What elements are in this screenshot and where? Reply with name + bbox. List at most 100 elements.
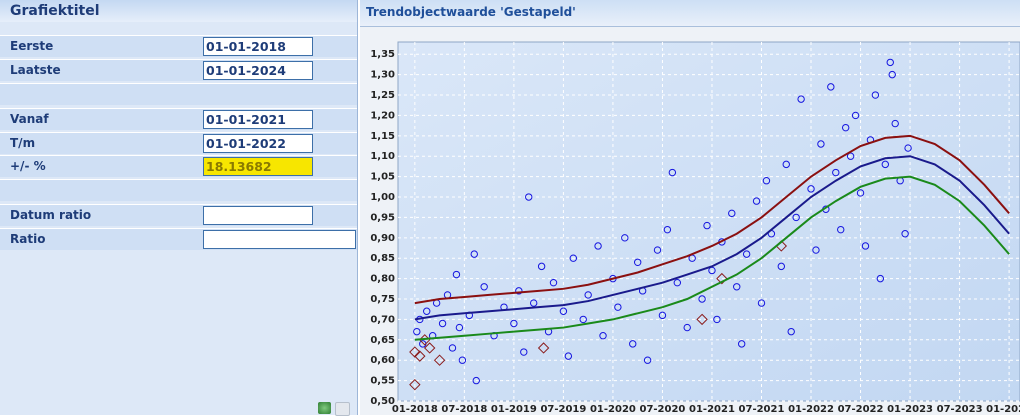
field-label: Vanaf	[10, 112, 49, 126]
y-tick-label: 1,25	[370, 90, 395, 101]
scatter-point	[559, 307, 568, 315]
scatter-point	[569, 254, 578, 262]
y-tick-label: 0,90	[370, 233, 395, 244]
scatter-point	[564, 352, 573, 360]
scatter-point	[777, 262, 786, 271]
scatter-point	[520, 348, 528, 356]
ratio-input[interactable]	[203, 230, 356, 249]
percent-input[interactable]: 18.13682	[203, 157, 313, 176]
diamond-point	[409, 378, 421, 391]
scatter-point	[713, 315, 721, 324]
scatter-point	[455, 323, 464, 332]
chart: 0,50 0,55 0,60 0,65 0,70 0,75 0,80 0,85 0,90 0,95…	[370, 41, 1020, 415]
diamond-point	[414, 350, 426, 362]
chart-panel: Trendobjectwaarde 'Gestapeld' 0,50 0,55 0,…	[360, 0, 1020, 415]
date-input[interactable]: 01-01-2021	[203, 110, 313, 129]
x-tick-label: 01-2021	[689, 404, 735, 415]
scatter-point	[423, 307, 431, 315]
scatter-point	[888, 70, 896, 79]
form-row: Laatste 01-01-2024	[0, 59, 357, 81]
form-row: Eerste 01-01-2018	[0, 35, 357, 57]
scatter-point	[525, 193, 533, 201]
scatter-point	[827, 83, 835, 91]
form-row: Datum ratio	[0, 204, 357, 226]
x-tick-label: 07-2019	[540, 404, 586, 415]
scatter-point	[413, 327, 421, 336]
scatter-point	[480, 283, 488, 291]
add-icon[interactable]	[318, 402, 331, 414]
scatter-point	[515, 287, 523, 295]
date-input[interactable]	[203, 206, 313, 225]
field-label: Datum ratio	[10, 208, 92, 222]
y-tick-label: 0,60	[370, 355, 395, 366]
x-tick-label: 01-2018	[392, 404, 438, 415]
x-tick-label: 07-2022	[838, 404, 884, 415]
y-tick-label: 0,80	[370, 274, 395, 285]
field-label: T/m	[10, 136, 36, 150]
scatter-point	[841, 123, 850, 132]
y-tick-label: 1,10	[370, 151, 395, 162]
y-tick-label: 1,15	[370, 131, 395, 142]
scatter-point	[762, 177, 771, 185]
y-tick-label: 0,70	[370, 314, 395, 325]
form-row: Ratio	[0, 228, 357, 250]
scatter-point	[549, 278, 558, 287]
y-tick-label: 0,75	[370, 294, 395, 305]
scatter-point	[629, 340, 637, 348]
scatter-point	[782, 160, 790, 169]
scatter-point	[448, 344, 457, 352]
scatter-point	[871, 91, 880, 99]
scatter-point	[904, 144, 912, 152]
form-title: Grafiektitel	[0, 0, 357, 22]
y-tick-label: 1,00	[370, 192, 395, 203]
diamond-point	[716, 272, 728, 285]
scatter-point	[668, 168, 677, 177]
scatter-point	[737, 340, 746, 348]
scatter-point	[876, 274, 885, 283]
trend-line	[414, 134, 1010, 305]
scatter-point	[856, 189, 865, 197]
scatter-point	[881, 160, 889, 169]
scatter-point	[452, 270, 461, 279]
scatter-point	[529, 299, 538, 307]
scatter-point	[579, 315, 587, 324]
y-tick-label: 1,05	[370, 172, 395, 183]
diamond-point	[409, 346, 421, 358]
scatter-point	[812, 246, 820, 254]
chart-title: Trendobjectwaarde 'Gestapeld'	[360, 0, 1020, 27]
date-input[interactable]: 01-01-2018	[203, 37, 313, 56]
date-input[interactable]: 01-01-2024	[203, 61, 313, 80]
field-label: +/- %	[10, 159, 46, 173]
scatter-point	[643, 356, 652, 364]
trend-line	[414, 155, 1010, 321]
scatter-point	[594, 242, 602, 250]
scatter-point	[537, 262, 546, 271]
scatter-point	[832, 168, 840, 177]
x-tick-label: 07-2018	[441, 404, 487, 415]
y-tick-label: 0,50	[370, 396, 395, 407]
scatter-point	[797, 95, 805, 103]
scatter-point	[438, 319, 447, 328]
diamond-point	[433, 354, 446, 366]
scatter-point	[861, 242, 870, 250]
scatter-point	[817, 140, 825, 148]
x-tick-label: 07-2023	[937, 404, 983, 415]
remove-icon[interactable]	[335, 402, 350, 416]
scatter-point	[851, 111, 860, 120]
scatter-point	[458, 356, 467, 364]
x-tick-label: 07-2020	[639, 404, 685, 415]
date-input[interactable]: 01-01-2022	[203, 134, 313, 153]
blank-row	[0, 179, 357, 201]
scatter-point	[703, 221, 711, 230]
scatter-point	[787, 327, 795, 336]
field-label: Ratio	[10, 232, 46, 246]
scatter-point	[653, 246, 662, 254]
scatter-point	[846, 152, 855, 160]
scatter-point	[742, 250, 751, 258]
scatter-point	[510, 319, 518, 328]
plot-area	[397, 41, 1020, 402]
diamond-point	[423, 342, 436, 354]
scatter-point	[891, 119, 899, 128]
blank-row	[0, 83, 357, 105]
y-tick-label: 1,35	[370, 49, 395, 60]
